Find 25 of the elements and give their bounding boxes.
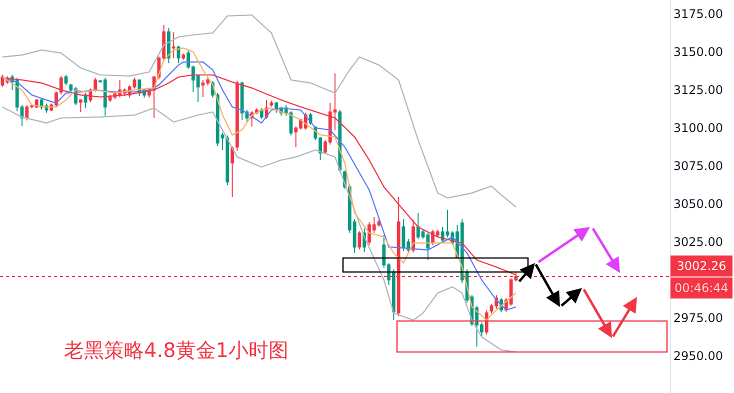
candlestick bbox=[484, 310, 488, 336]
candlestick bbox=[230, 146, 234, 198]
candlestick bbox=[94, 77, 98, 92]
text: 老黑策略4.8黄金1小时图 bbox=[64, 338, 289, 362]
candlestick bbox=[270, 100, 274, 108]
y-tick-label: 2975.00 bbox=[673, 311, 724, 326]
y-tick-label: 3025.00 bbox=[673, 235, 724, 250]
y-tick-label: 3125.00 bbox=[673, 83, 724, 98]
candlestick bbox=[79, 98, 82, 112]
y-tick-label: 3150.00 bbox=[673, 45, 724, 60]
y-tick-label: 3075.00 bbox=[673, 159, 724, 174]
y-tick-label: 3175.00 bbox=[673, 7, 724, 22]
ref-line-label: 3002.26 bbox=[676, 259, 726, 273]
line-series bbox=[2, 14, 517, 208]
candlestick bbox=[172, 32, 176, 59]
candlestick bbox=[84, 92, 88, 109]
candlestick bbox=[235, 80, 239, 152]
y-tick-label: 2950.00 bbox=[673, 349, 724, 364]
candlestick bbox=[182, 52, 186, 60]
y-tick-label: 3050.00 bbox=[673, 197, 724, 212]
candlestick bbox=[260, 108, 264, 120]
candlestick bbox=[358, 230, 362, 250]
text: 00:46:44 bbox=[674, 281, 728, 295]
candlestick bbox=[64, 74, 68, 86]
y-tick-label: 3100.00 bbox=[673, 121, 724, 136]
